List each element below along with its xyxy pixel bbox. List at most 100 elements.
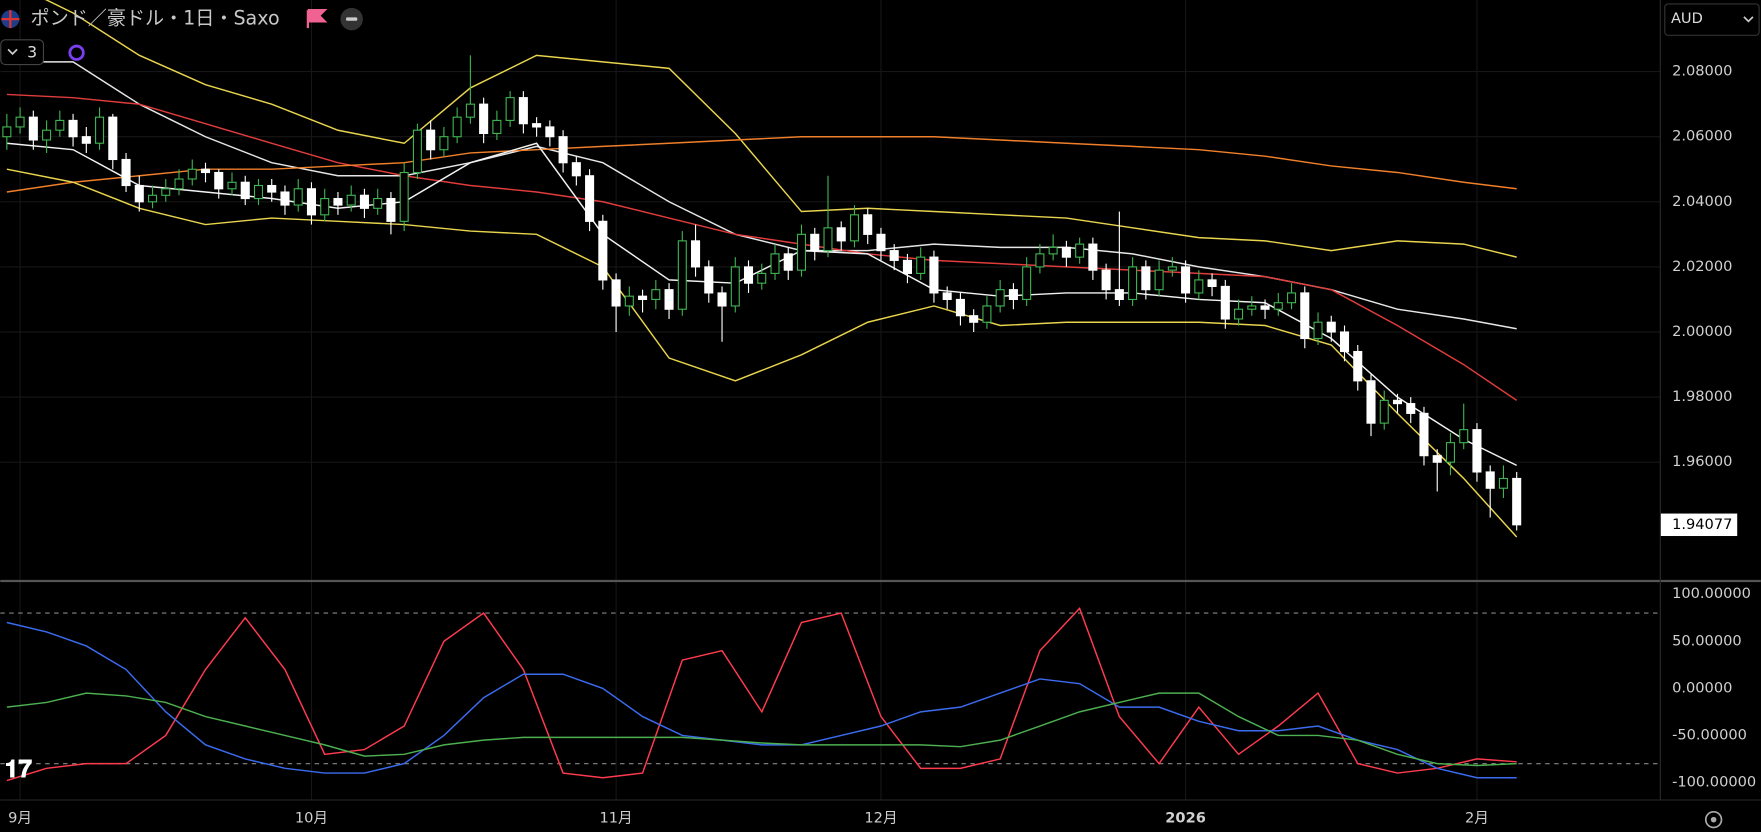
candle-body xyxy=(677,240,687,310)
candle-body xyxy=(558,136,568,164)
candle-body xyxy=(214,171,224,190)
candle-body xyxy=(280,191,290,206)
candle-body xyxy=(1287,292,1297,304)
axes: 1.96000 1.98000 2.00000 2.02000 2.04000 2.060… xyxy=(8,63,1756,827)
candle-body xyxy=(1392,399,1403,405)
candle-body xyxy=(836,227,846,242)
candle-body xyxy=(518,97,528,125)
candle-body xyxy=(1353,350,1363,382)
settings-button-icon xyxy=(1710,816,1717,823)
candle-body xyxy=(320,197,330,216)
candle-body xyxy=(1101,269,1111,291)
candle-body xyxy=(796,233,807,271)
flag-icon xyxy=(1,10,20,29)
candle-body xyxy=(81,136,91,144)
candle-body xyxy=(306,188,316,216)
candle-body xyxy=(161,188,171,196)
collapse-button-icon xyxy=(346,17,358,21)
candle-body xyxy=(1181,266,1191,294)
symbol-title[interactable]: ポンド／豪ドル・1日・Saxo xyxy=(31,8,280,30)
candle-body xyxy=(174,178,184,190)
last-price-label: 1.94077 xyxy=(1672,516,1732,533)
x-tick-label: 2月 xyxy=(1465,810,1489,827)
y-tick-label: -100.00000 xyxy=(1672,773,1756,790)
candle-body xyxy=(28,116,38,141)
candle-body xyxy=(1326,321,1336,333)
candle-body xyxy=(1128,266,1138,301)
candle-body xyxy=(995,289,1005,307)
candle-body xyxy=(704,266,714,294)
candle-body xyxy=(810,233,820,252)
candle-body xyxy=(439,136,449,151)
price-pane xyxy=(2,0,1522,538)
candle-body xyxy=(545,126,555,138)
candle-body xyxy=(585,175,595,222)
settings-button[interactable] xyxy=(1704,810,1723,829)
candle-body xyxy=(346,194,356,206)
x-tick-label: 12月 xyxy=(864,810,897,827)
candle-body xyxy=(399,171,409,222)
candle-body xyxy=(532,123,542,128)
candle-body xyxy=(1472,429,1482,473)
candle-body xyxy=(479,103,489,135)
candle-body xyxy=(1313,321,1323,340)
candle-body xyxy=(1167,266,1177,271)
y-tick-label: -50.00000 xyxy=(1672,726,1747,743)
logo[interactable]: 𝟏𝟕 xyxy=(5,754,33,783)
candle-body xyxy=(505,97,515,121)
candle-body xyxy=(1485,471,1495,489)
candle-body xyxy=(386,197,396,222)
candle-body xyxy=(42,129,52,141)
y-tick-label: 50.00000 xyxy=(1672,632,1742,649)
chevron-icon xyxy=(7,48,18,56)
candle-body xyxy=(1260,305,1270,310)
candle-body xyxy=(1220,285,1230,320)
candle-body xyxy=(1273,302,1283,310)
candle-body xyxy=(849,214,860,242)
candle-body xyxy=(1114,289,1124,301)
candle-body xyxy=(1379,399,1389,424)
candle-body xyxy=(1234,308,1244,320)
y-tick-label: 2.06000 xyxy=(1672,128,1732,145)
candle-body xyxy=(942,292,952,301)
candle-body xyxy=(373,197,383,209)
indicator-line xyxy=(6,93,1518,401)
candle-body xyxy=(293,188,303,206)
candle-body xyxy=(1445,442,1456,463)
candle-body xyxy=(412,129,422,174)
candle-body xyxy=(1088,243,1098,271)
candle-body xyxy=(187,168,197,180)
last-price-tag xyxy=(1660,513,1738,537)
y-tick-label: 2.08000 xyxy=(1672,63,1732,80)
oscillator-pane xyxy=(0,606,1660,782)
candle-body xyxy=(717,292,727,307)
indicator-line xyxy=(6,692,1517,767)
candle-body xyxy=(1366,380,1376,424)
candle-body xyxy=(969,315,979,323)
candle-body xyxy=(1498,477,1508,489)
candle-body xyxy=(691,240,701,268)
candle-body xyxy=(121,158,131,187)
candle-body xyxy=(1061,246,1071,258)
candle-body xyxy=(624,295,634,307)
candle-body xyxy=(1048,246,1058,255)
candle-body xyxy=(15,116,25,128)
candle-body xyxy=(982,305,992,323)
x-tick-label: 9月 xyxy=(8,810,32,827)
flag-marker[interactable] xyxy=(306,8,328,29)
currency-select[interactable] xyxy=(1664,3,1760,36)
candle-body xyxy=(147,194,158,203)
indicator-line xyxy=(6,621,1517,779)
candle-body xyxy=(253,184,264,200)
candle-body xyxy=(492,119,502,135)
candle-body xyxy=(770,253,780,274)
candle-body xyxy=(333,197,343,206)
candle-body xyxy=(916,256,926,274)
candle-body xyxy=(1035,253,1045,268)
candle-body xyxy=(730,266,740,307)
indicator-toggle[interactable] xyxy=(0,39,45,66)
candle-body xyxy=(929,256,939,294)
candle-body xyxy=(571,162,581,177)
candle-body xyxy=(55,119,65,131)
indicator-line xyxy=(6,168,1518,538)
